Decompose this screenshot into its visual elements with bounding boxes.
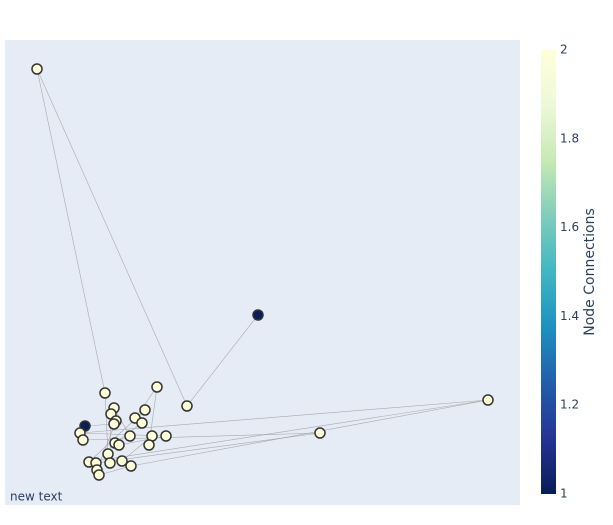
colorbar-title: Node Connections <box>582 208 598 336</box>
node <box>116 455 128 467</box>
edge <box>82 432 321 441</box>
node <box>482 394 494 406</box>
node <box>93 469 105 481</box>
colorbar <box>541 50 556 494</box>
node <box>125 460 137 472</box>
node <box>104 457 116 469</box>
node <box>113 439 125 451</box>
edge <box>79 399 489 434</box>
edge <box>118 435 167 446</box>
node <box>108 418 120 430</box>
edge <box>130 399 489 467</box>
colorbar-tick-label: 2 <box>560 43 568 57</box>
edge <box>186 314 259 407</box>
edge <box>134 386 158 419</box>
colorbar-tick-label: 1.2 <box>560 398 579 412</box>
edge <box>36 68 188 407</box>
edge <box>104 392 109 455</box>
node <box>139 404 151 416</box>
colorbar-tick-label: 1 <box>560 487 568 501</box>
node <box>31 63 43 75</box>
plot-area <box>5 40 520 505</box>
node <box>143 439 155 451</box>
node <box>99 387 111 399</box>
node <box>181 400 193 412</box>
edge <box>88 399 489 463</box>
node <box>124 430 136 442</box>
node <box>314 427 326 439</box>
node <box>160 430 172 442</box>
node <box>252 309 264 321</box>
node <box>151 381 163 393</box>
annotation: new text <box>10 490 63 504</box>
node <box>136 417 148 429</box>
colorbar-tick-label: 1.6 <box>560 220 579 234</box>
node <box>77 434 89 446</box>
colorbar-tick-label: 1.8 <box>560 131 579 145</box>
edge <box>36 68 106 394</box>
edge <box>95 432 321 464</box>
colorbar-tick-label: 1.4 <box>560 309 579 323</box>
